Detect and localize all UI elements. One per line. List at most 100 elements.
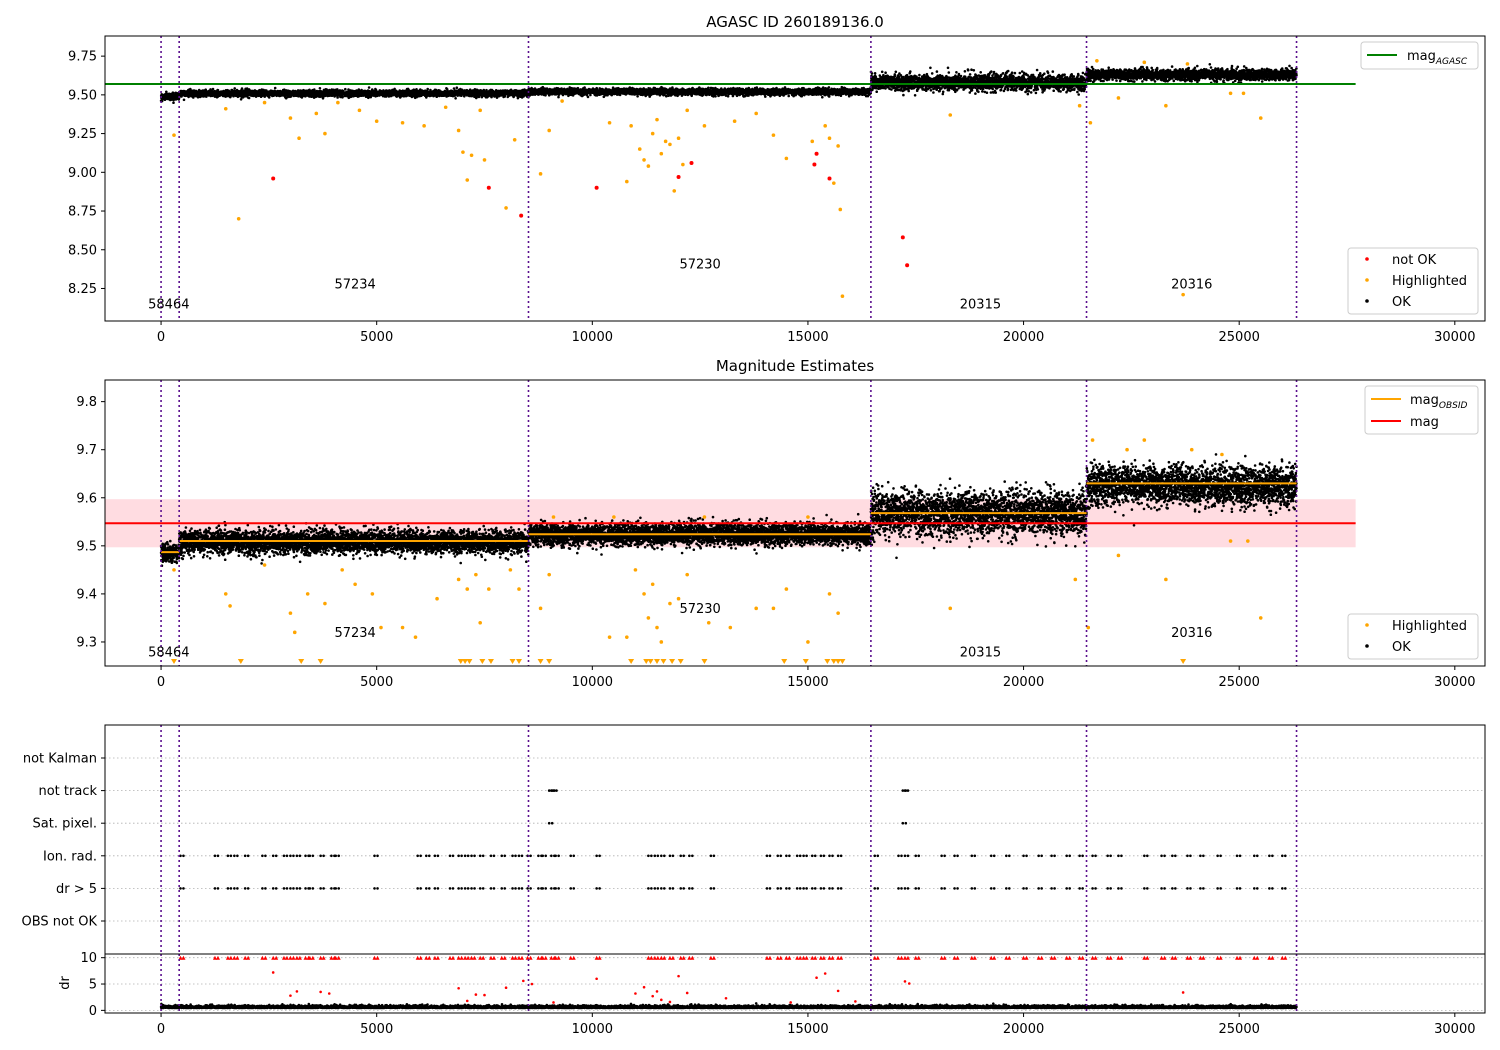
dr-capped-point (424, 955, 429, 960)
flag-point (900, 887, 903, 890)
flag-point (906, 789, 910, 792)
flag-point (555, 789, 558, 792)
dr-outlier-point (295, 990, 299, 993)
dr-capped-point (1235, 955, 1240, 960)
highlighted-point (728, 625, 733, 630)
dr-capped-point (1267, 955, 1272, 960)
flag-point (547, 821, 551, 825)
highlighted-point (771, 133, 776, 137)
flag-point (550, 887, 553, 890)
flag-point (595, 887, 598, 890)
flag-point (691, 854, 694, 858)
flag-point (554, 887, 557, 890)
flag-point (451, 887, 455, 890)
flag-point (897, 887, 900, 890)
dr-capped-point (1024, 955, 1029, 960)
dr-capped-point (510, 955, 515, 960)
flag-point (1160, 854, 1163, 858)
dr-panel: 0 5000 10000 15000 20000 25000 30000 0 5 10 dr (58, 951, 1486, 1037)
x-tick-label: 30000 (1434, 675, 1475, 690)
highlighted-point (607, 120, 612, 125)
y-tick-label: 9.5 (76, 539, 97, 554)
below-range-marker (647, 659, 654, 664)
highlighted-point (1258, 116, 1263, 120)
dr-capped-point (1283, 955, 1288, 960)
dr-capped-point (839, 955, 844, 960)
flag-point (679, 854, 683, 858)
x-tick-label: 5000 (360, 330, 393, 345)
highlighted-point (172, 133, 176, 137)
flag-point (992, 887, 996, 890)
agasc-panel-points (159, 58, 1298, 299)
magnitude-panel-points (159, 438, 1298, 664)
dr-capped-point (1039, 955, 1044, 960)
below-range-marker (835, 659, 842, 664)
dr-capped-point (1185, 955, 1190, 960)
dr-capped-point (795, 955, 800, 960)
flag-point (319, 887, 322, 890)
dr-capped-point (775, 955, 780, 960)
dr-capped-point (1145, 955, 1150, 960)
flag-point (873, 854, 877, 858)
dr-capped-point (767, 955, 772, 960)
dr-capped-point (568, 955, 573, 960)
highlighted-point (435, 596, 439, 601)
flag-point (182, 887, 185, 890)
flag-point (647, 854, 650, 858)
highlighted-point (754, 606, 758, 611)
highlighted-point (637, 147, 642, 151)
dr-capped-point (318, 955, 323, 960)
below-range-marker (839, 659, 846, 664)
highlighted-point (838, 207, 843, 212)
flag-point (537, 887, 540, 890)
x-tick-label: 20000 (1003, 675, 1044, 690)
highlighted-point (1228, 91, 1233, 96)
y-tick-label: 9.00 (68, 166, 97, 181)
highlighted-point (538, 606, 543, 611)
below-range-marker (487, 659, 494, 664)
dr-outlier-point (655, 990, 659, 993)
flag-point (668, 854, 672, 858)
flag-point (1160, 887, 1163, 890)
legend-not-ok-label: not OK (1392, 253, 1437, 268)
dr-capped-point (288, 955, 293, 960)
flag-point (802, 854, 805, 858)
dr-capped-point (472, 955, 477, 960)
highlighted-point (827, 136, 832, 141)
flag-point (419, 887, 422, 890)
highlighted-point (827, 592, 832, 596)
flag-point (550, 789, 553, 792)
flag-point (668, 887, 672, 890)
flag-point (520, 887, 524, 890)
dr-capped-point (235, 955, 240, 960)
dr-capped-point (448, 955, 452, 960)
y-tick-label: 8.75 (68, 205, 97, 220)
dr-outlier-point (327, 992, 331, 995)
flag-point (900, 854, 903, 858)
dr-capped-point (297, 955, 302, 960)
flag-point (992, 854, 996, 858)
highlighted-point (504, 206, 508, 210)
y-tick-label: 8.25 (68, 282, 97, 297)
y-tick-label: 5 (89, 978, 97, 993)
dr-capped-point (469, 955, 474, 960)
flag-point (416, 887, 419, 890)
highlighted-point (1228, 539, 1233, 543)
flag-point (650, 854, 653, 858)
highlighted-point (650, 582, 655, 587)
flag-point (768, 887, 772, 890)
flag-point (292, 887, 295, 890)
not-ok-point (594, 185, 599, 190)
flag-point (663, 854, 666, 858)
flag-point (554, 854, 557, 858)
highlighted-point (1095, 58, 1099, 63)
flag-point (308, 887, 312, 890)
obsid-label: 20315 (960, 298, 1001, 313)
dr-capped-point (329, 955, 334, 960)
dr-capped-point (1280, 955, 1285, 960)
dr-capped-point (1188, 955, 1193, 960)
flag-point (1199, 854, 1202, 858)
flag-point (216, 854, 220, 858)
flag-point (304, 887, 307, 890)
flag-point (691, 887, 694, 890)
